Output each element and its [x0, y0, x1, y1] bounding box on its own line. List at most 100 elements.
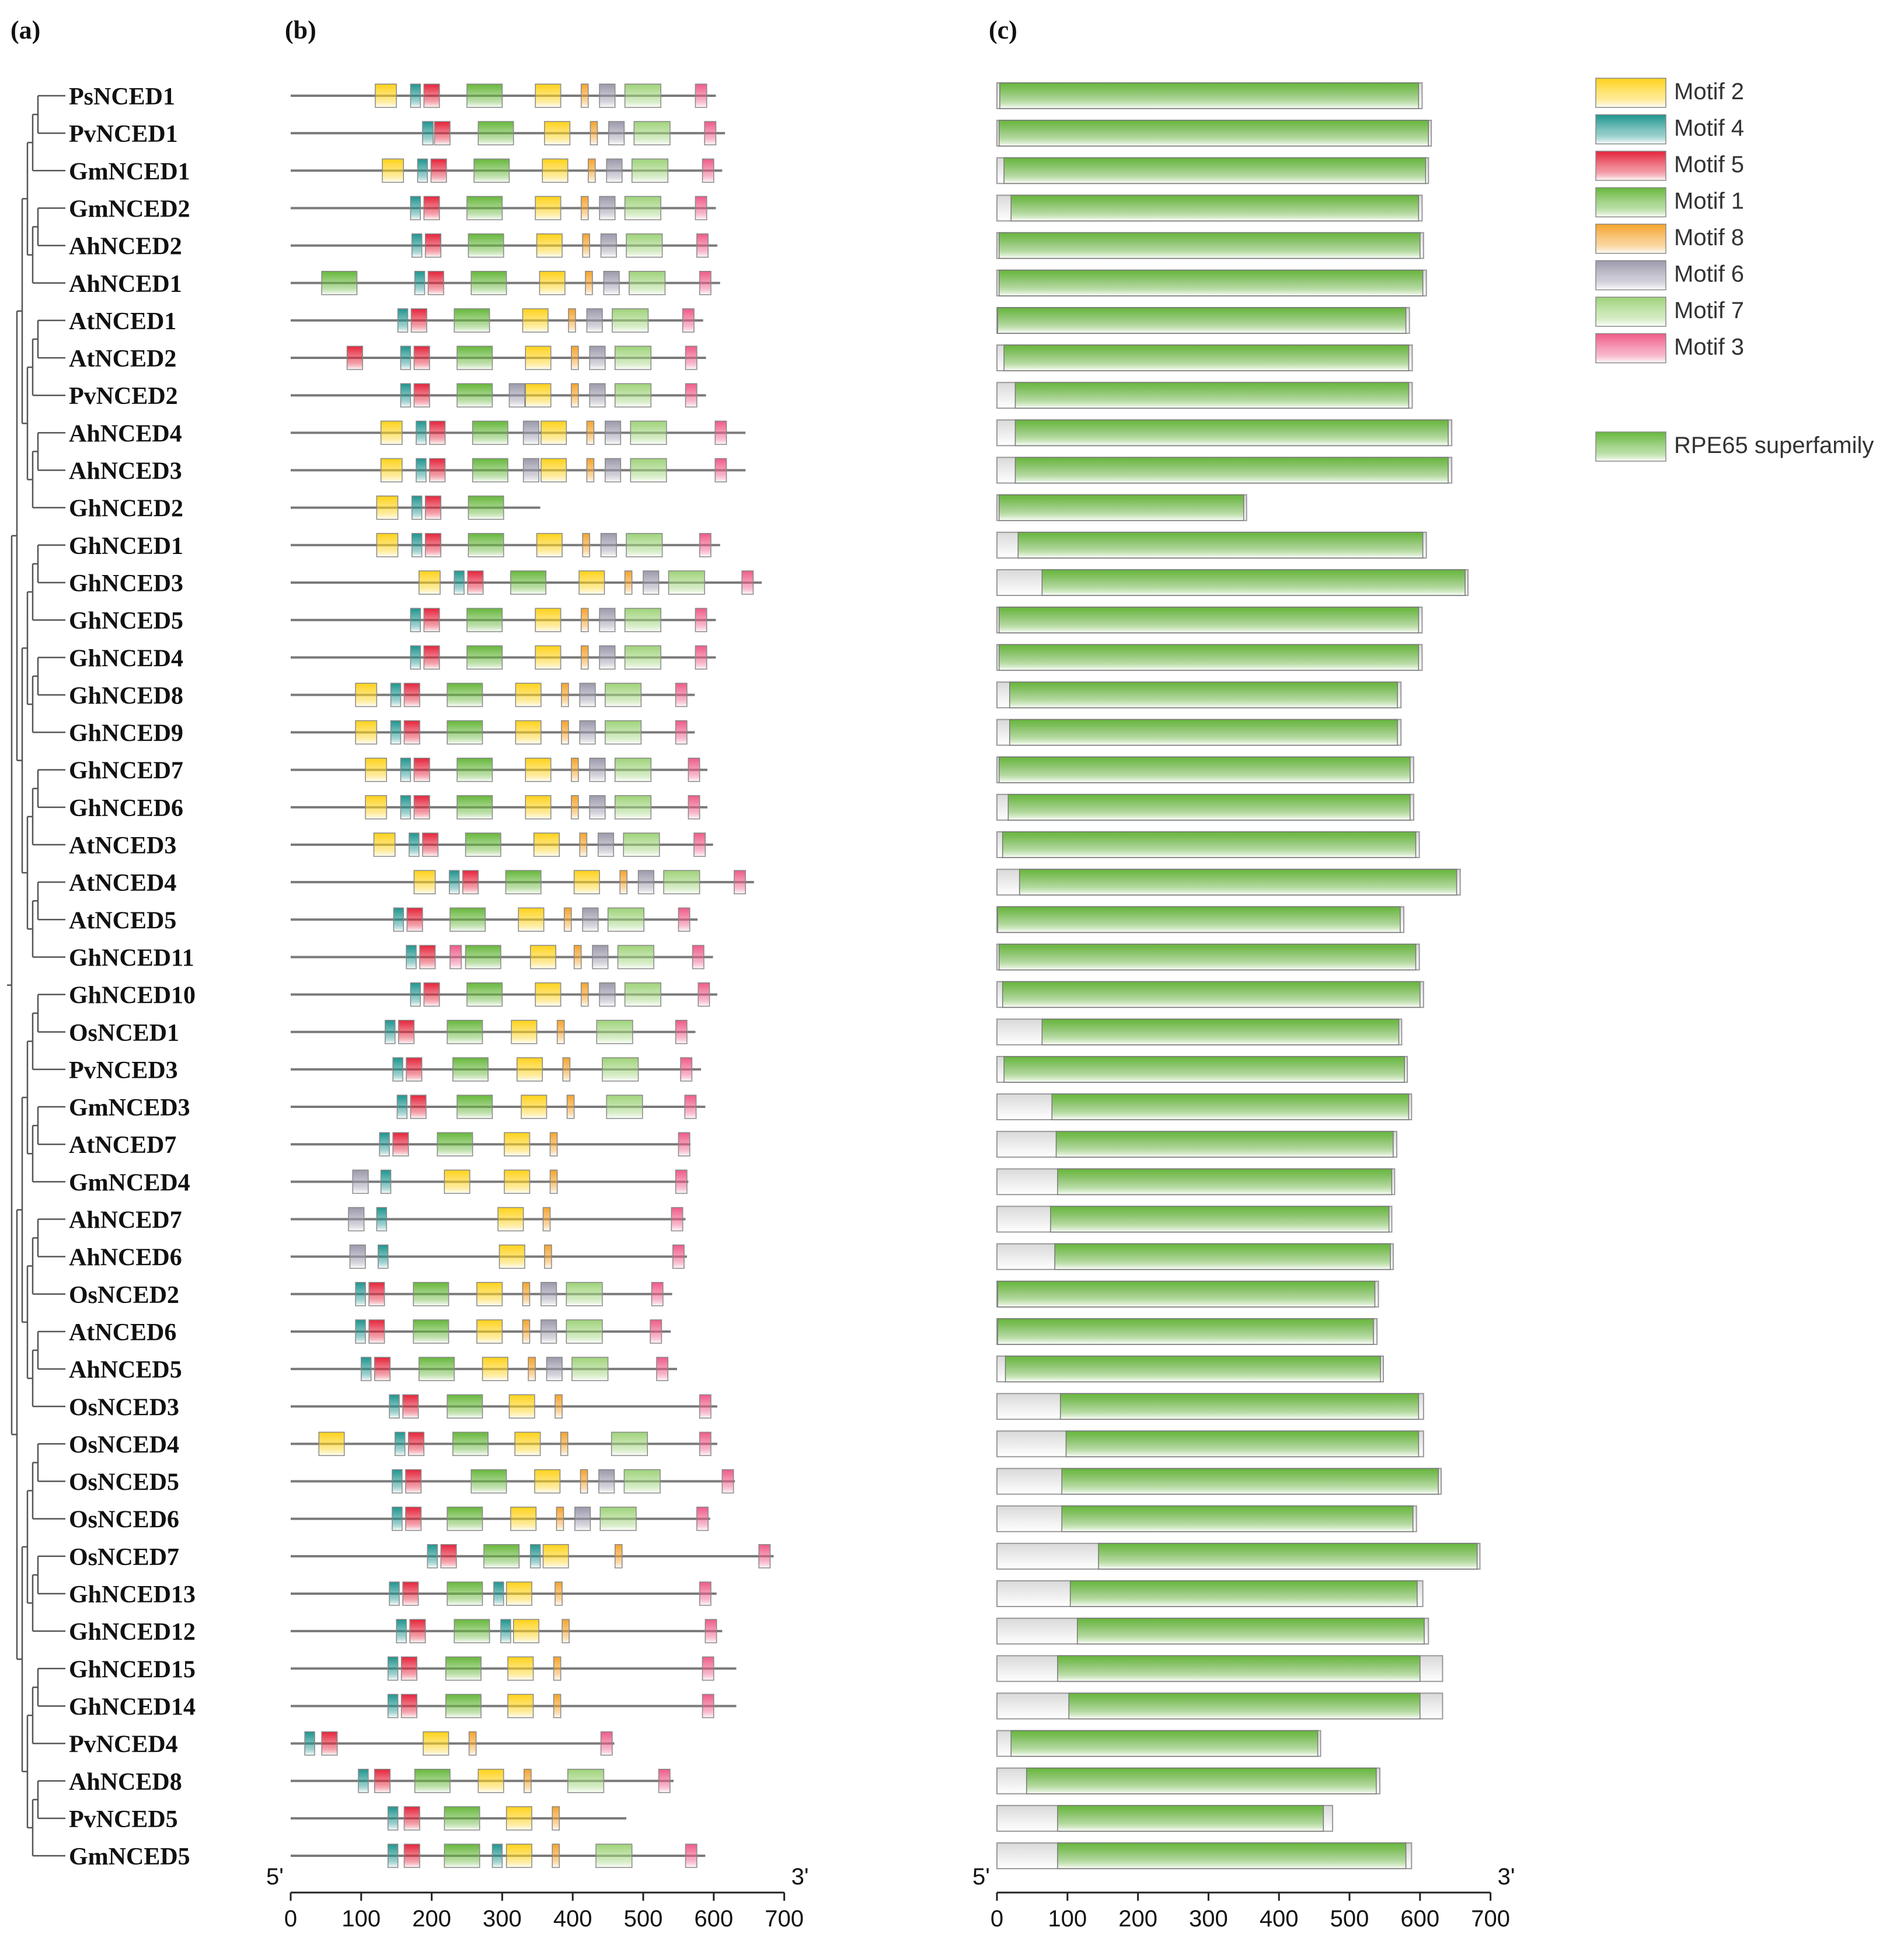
motif-row [291, 1769, 674, 1793]
motif-2-box [535, 196, 562, 221]
motif-row [291, 1844, 706, 1868]
motif-row [291, 1057, 702, 1082]
legend-swatch [1595, 187, 1666, 218]
motif-5-box [374, 1769, 391, 1793]
rpe65-domain-bar [1017, 532, 1424, 559]
gene-label: OsNCED1 [69, 1020, 179, 1047]
motif-1-box [483, 1544, 520, 1569]
motif-6-box [605, 458, 622, 483]
axis-tick-label: 0 [991, 1906, 1003, 1932]
motif-8-box [573, 945, 582, 970]
domain-row [996, 1055, 1408, 1083]
motif-row [291, 83, 716, 108]
motif-2-box [525, 795, 552, 820]
legend-label: RPE65 superfamily [1674, 433, 1874, 458]
legend-label: Motif 2 [1674, 79, 1744, 104]
motif-7-box [624, 645, 661, 670]
motif-7-box [605, 720, 642, 745]
gene-label: AhNCED1 [69, 271, 182, 298]
domain-row [996, 1767, 1380, 1794]
rpe65-domain-bar [997, 1318, 1374, 1345]
motif-row [291, 346, 706, 370]
gene-label: AhNCED7 [69, 1207, 182, 1234]
motif-2-box [525, 383, 552, 407]
motif-1-box [505, 870, 542, 894]
domain-row [996, 1542, 1481, 1570]
motif-row [291, 1469, 735, 1494]
motif-7-box [668, 570, 705, 595]
motif-row [291, 795, 707, 820]
motif-2-box [318, 1431, 345, 1456]
motif-3-box [678, 907, 691, 932]
motif-4-box [412, 233, 423, 258]
domain-row [996, 1093, 1413, 1121]
motif-1-box [447, 1506, 483, 1531]
domain-row [996, 1393, 1424, 1420]
motif-3-box [721, 1469, 734, 1494]
gene-label: GhNCED12 [69, 1619, 196, 1646]
legend-swatch [1595, 224, 1666, 254]
legend-item: Motif 3 [1595, 333, 1744, 364]
motif-7-box [624, 196, 661, 221]
motif-1-box [468, 233, 504, 258]
motif-7-box [567, 1769, 605, 1793]
motif-3-box [693, 832, 706, 857]
motif-1-box [447, 720, 483, 745]
motif-2-box [477, 1769, 504, 1793]
domain-row [996, 1318, 1378, 1345]
rpe65-domain-bar [997, 1281, 1376, 1308]
rpe65-domain-bar [1026, 1768, 1377, 1794]
legend-item: Motif 2 [1595, 78, 1744, 108]
motif-5-box [405, 1469, 422, 1494]
domain-row [996, 232, 1424, 259]
panel-label-b: (b) [285, 16, 316, 44]
legend-item: Motif 4 [1595, 114, 1744, 145]
motif-5-box [423, 83, 440, 108]
motif-7-box [611, 1431, 648, 1456]
motif-6-box [597, 832, 615, 857]
motif-8-box [571, 383, 579, 407]
motif-2-box [508, 1394, 535, 1419]
motif-row [291, 308, 703, 333]
motif-2-box [355, 720, 378, 745]
motif-7-box [614, 383, 652, 407]
motif-row [291, 907, 698, 932]
axis-tick-label: 300 [483, 1906, 522, 1932]
domain-row [996, 1430, 1424, 1458]
motif-4-box [491, 1844, 503, 1868]
motif-6-box [349, 1244, 366, 1269]
motif-7-box [631, 158, 669, 183]
motif-8-box [571, 346, 579, 370]
motif-2-box [535, 608, 562, 632]
motif-7-box [623, 832, 660, 857]
motif-5-box [413, 346, 430, 370]
domain-row [996, 569, 1469, 596]
motif-4-box [379, 1132, 390, 1156]
legend-item: Motif 1 [1595, 187, 1744, 218]
motif-row [291, 1806, 627, 1831]
motif-row [291, 608, 716, 632]
motif-4-box [416, 458, 427, 483]
motif-8-box [566, 1095, 575, 1119]
domain-row [996, 906, 1405, 933]
motif-1-box [472, 420, 508, 445]
axis-tick-label: 200 [412, 1906, 451, 1932]
rpe65-domain-bar [998, 644, 1420, 671]
motif-1-box [454, 1619, 490, 1643]
motif-row [291, 458, 746, 483]
motif-2-box [373, 832, 396, 857]
motif-5-box [403, 1844, 420, 1868]
motif-7-box [614, 795, 652, 820]
domain-row [996, 120, 1432, 147]
legend-swatch [1595, 297, 1666, 327]
motif-1-box [456, 757, 493, 782]
motif-5-box [406, 1057, 423, 1082]
motif-row [291, 1581, 717, 1606]
motif-5-box [424, 233, 442, 258]
motif-7-box [606, 1095, 643, 1119]
domain-row [996, 1505, 1417, 1532]
rpe65-domain-bar [1009, 719, 1398, 746]
domain-row [996, 831, 1420, 858]
gene-label: OsNCED6 [69, 1507, 179, 1534]
legend-item-domain: RPE65 superfamily [1595, 431, 1874, 462]
